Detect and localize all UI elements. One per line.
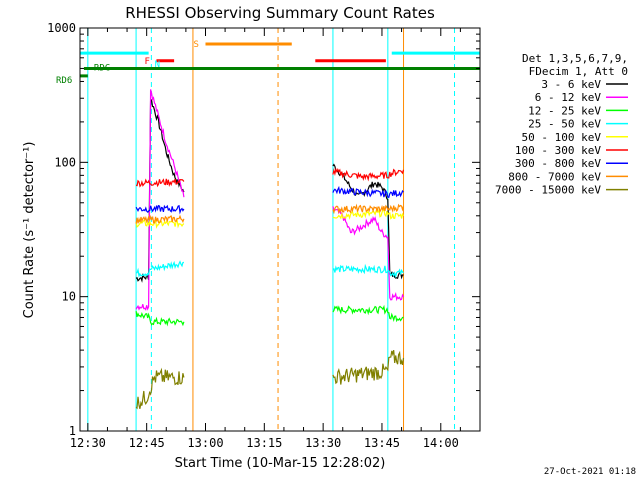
chart-title: RHESSI Observing Summary Count Rates <box>125 4 435 22</box>
series-12-25-kev-segment-2 <box>332 304 404 323</box>
legend-header-1: FDecim 1, Att 0 <box>529 65 628 78</box>
y-tick-label-1000: 1000 <box>47 21 76 35</box>
series-6-12-kev-segment-1 <box>135 89 185 311</box>
axis-ticks: 12:30 12:45 13:00 13:15 13:30 13:45 14:00 1 10 10… <box>47 21 481 450</box>
series-50-100-kev-segment-2 <box>332 208 405 220</box>
legend-label-50-100-kev: 50 - 100 keV <box>522 131 602 144</box>
series-7000-15000-kev-segment-2 <box>332 350 405 385</box>
series-12-25-kev-segment-1 <box>135 311 185 327</box>
legend-label-100-300-kev: 100 - 300 keV <box>515 144 601 157</box>
plot-frame <box>79 27 481 432</box>
series-3-6-kev-segment-1 <box>135 99 185 283</box>
series-100-300-kev-segment-2 <box>332 167 405 182</box>
legend-label-800-7000-kev: 800 - 7000 keV <box>508 170 601 183</box>
x-tick-label-13-45: 13:45 <box>364 436 400 450</box>
series-300-800-kev-segment-1 <box>135 204 185 215</box>
series-25-50-kev-segment-1 <box>136 260 185 278</box>
series-25-50-kev-segment-2 <box>332 263 404 279</box>
saa-label-rd6: RD6 <box>56 76 72 86</box>
legend: Det 1,3,5,6,7,9,FDecim 1, Att 03 - 6 keV… <box>495 52 628 197</box>
x-tick-label-13-15: 13:15 <box>246 436 282 450</box>
flag-label-0: F <box>144 57 149 67</box>
legend-header-0: Det 1,3,5,6,7,9, <box>522 52 628 65</box>
legend-label-3-6-kev: 3 - 6 keV <box>541 78 601 91</box>
series-3-6-kev-segment-2 <box>332 163 404 280</box>
y-tick-label-100: 100 <box>54 155 76 169</box>
x-tick-label-12-30: 12:30 <box>70 436 106 450</box>
flag-label-1: S <box>193 40 198 50</box>
timestamp-label: 27-Oct-2021 01:18 <box>544 467 636 477</box>
series-800-7000-kev-segment-2 <box>332 203 405 215</box>
series-50-100-kev-segment-1 <box>135 218 185 229</box>
attenuator-label: N <box>155 60 160 70</box>
legend-label-300-800-kev: 300 - 800 keV <box>515 157 601 170</box>
x-tick-label-14-00: 14:00 <box>423 436 459 450</box>
y-tick-label-1: 1 <box>69 424 76 438</box>
series-100-300-kev-segment-1 <box>135 178 185 188</box>
legend-label-12-25-kev: 12 - 25 keV <box>528 104 601 117</box>
x-axis-label: Start Time (10-Mar-15 12:28:02) <box>175 456 386 471</box>
y-tick-label-10: 10 <box>62 290 76 304</box>
x-tick-label-13-30: 13:30 <box>305 436 341 450</box>
legend-label-7000-15000-kev: 7000 - 15000 keV <box>495 184 601 197</box>
series-7000-15000-kev-segment-1 <box>135 367 185 410</box>
x-tick-label-13-00: 13:00 <box>187 436 223 450</box>
series-6-12-kev-segment-2 <box>332 206 405 302</box>
saa-label-rdc: RDC <box>94 63 110 73</box>
series-300-800-kev-segment-2 <box>332 185 404 199</box>
plot-marks <box>80 28 480 431</box>
legend-label-6-12-kev: 6 - 12 keV <box>535 91 602 104</box>
series-800-7000-kev-segment-1 <box>135 214 185 224</box>
y-axis-label: Count Rate (s⁻¹ detector⁻¹) <box>22 142 37 319</box>
legend-label-25-50-kev: 25 - 50 keV <box>528 118 601 131</box>
x-tick-label-12-45: 12:45 <box>129 436 165 450</box>
